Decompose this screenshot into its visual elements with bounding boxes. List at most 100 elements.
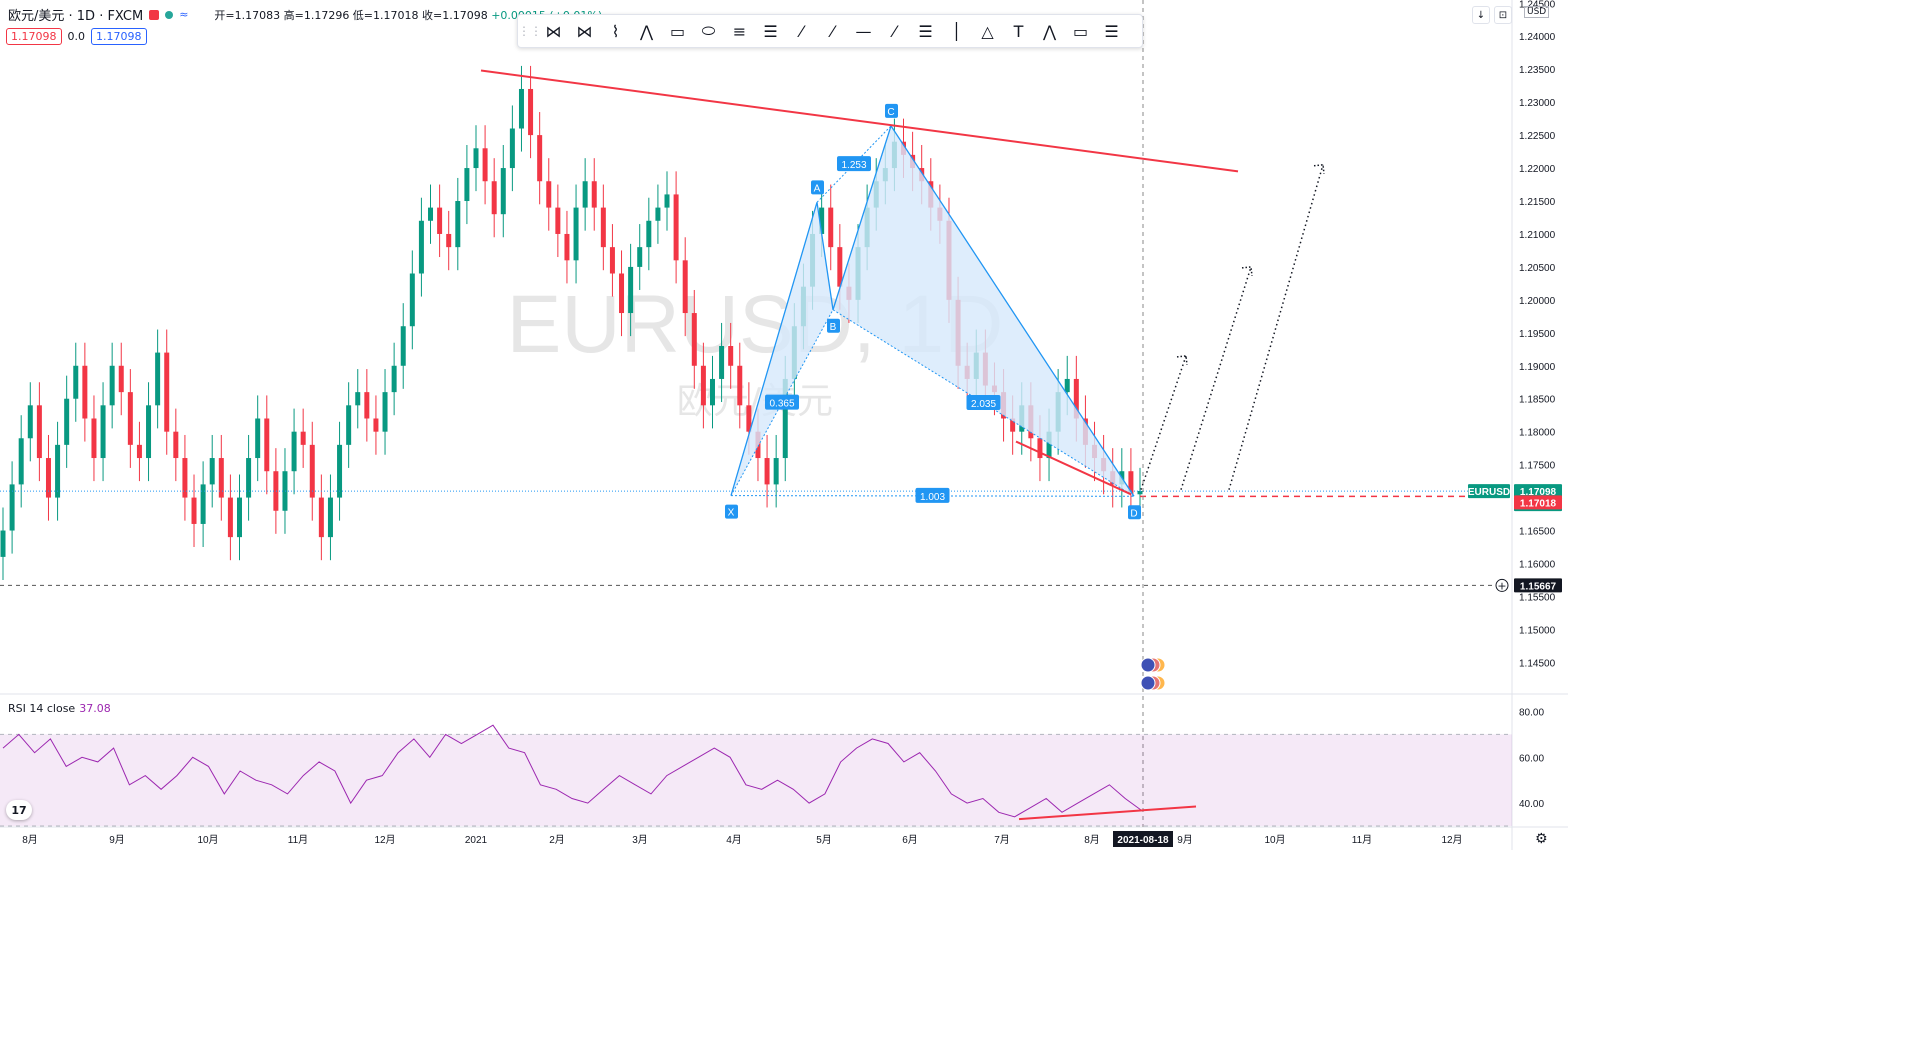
candle-body [273,471,279,511]
candle-body [364,392,370,419]
callout-icon[interactable]: ▭ [1072,21,1089,41]
drawing-toolbar: ⋮⋮ ⋈ ⋈ ⌇ ⋀ ▭ ⬭ ≡ ☰ ⁄ ⁄ — ⁄ ☰ │ △ T ⋀ ▭ ☰ [517,14,1143,48]
candle-body [428,207,434,221]
plus-icon: + [1497,579,1506,592]
y-tick-label: 1.22500 [1519,131,1556,142]
x-tick-label: 10月 [197,834,218,846]
candle-body [355,392,361,406]
candle-body [118,365,124,393]
triangle-icon[interactable]: △ [981,21,994,41]
gear-icon[interactable]: ⚙ [1535,831,1548,847]
rectangle-icon[interactable]: ▭ [669,21,686,41]
abcd-pattern-icon[interactable]: ⋀ [639,21,654,41]
point-badge [885,103,898,118]
x-tick-label: 4月 [726,834,742,846]
y-tick-label: 1.14500 [1519,658,1556,669]
chart-header: 欧元/美元 · 1D · FXCM ≈ 开=1.17083 高=1.17296 … [8,5,602,24]
candle-body [300,431,306,445]
candle-body [1010,418,1016,432]
rsi-line [2,724,1142,818]
candle-body [564,233,570,261]
x-tick-label: 5月 [816,834,832,846]
ratio-badge [915,487,950,503]
candle-body [555,207,561,234]
symbol-tag: EURUSD [1468,487,1510,498]
ellipse-icon[interactable]: ⬭ [701,21,716,40]
candle-body [127,392,133,445]
point-badge [1128,505,1141,520]
candle-body [55,444,61,498]
elliott-wave-icon[interactable]: ⋀ [1042,21,1057,41]
horizontal-line-icon[interactable]: — [855,21,872,41]
projection-arrowhead [1313,163,1325,174]
price-chart[interactable]: 1.24500 1.24000 1.23500 1.23000 1.22500 1.220… [0,0,1568,850]
ray-icon[interactable]: ⁄ [831,21,834,41]
ratio-badge [765,394,799,410]
candle-body [619,273,625,314]
x-tick-label: 11月 [288,834,308,846]
crosshair-price-tag-bg [1514,578,1562,593]
candle-body [309,444,315,498]
ask-price[interactable]: 1.17098 [91,28,147,45]
symbol-title[interactable]: 欧元/美元 · 1D · FXCM [8,9,144,24]
candle-body [255,418,261,459]
fib-channel-icon[interactable]: ☰ [918,21,933,41]
y-tick-label: 1.21500 [1519,197,1556,208]
xabcd-pattern-icon[interactable]: ⋈ [545,21,562,41]
cypher-pattern-icon[interactable]: ⋈ [576,21,593,41]
candle-body [709,378,715,406]
text-icon[interactable]: T [1013,21,1024,41]
spread: 0.0 [67,30,86,43]
candle-body [1073,378,1079,419]
head-shoulders-icon[interactable]: ⌇ [611,21,620,41]
tradingview-logo[interactable]: 17 [6,800,32,820]
drag-handle-icon[interactable]: ⋮⋮ [518,24,542,38]
compare-icon[interactable]: ≈ [179,8,189,21]
candle-body [691,313,697,366]
ohlc-values: 开=1.17083 高=1.17296 低=1.17018 收=1.17098 [214,8,488,22]
candle-body [546,181,552,208]
candle-body [164,352,170,432]
point-badge [811,180,824,195]
candle-body [382,392,388,432]
point-label: D [1130,508,1137,519]
candle-body [609,247,615,274]
ratio-label: 1.003 [920,492,945,503]
x-tick-label: 9月 [109,834,125,846]
projection-arrow [1180,266,1252,490]
low-price-tag: 1.17018 [1520,498,1557,509]
point-label: C [887,107,894,118]
x-tick-label: 10月 [1264,834,1285,846]
y-tick-label: 1.15500 [1519,592,1556,603]
projection-arrowhead [1241,266,1253,276]
crosshair-date-tag: 2021-08-18 [1117,835,1169,846]
menu-icon[interactable]: ☰ [1104,21,1119,41]
candle-body [27,405,33,439]
fullscreen-button[interactable]: ⊡ [1494,6,1512,24]
currency-selector[interactable]: USD [1524,6,1550,18]
flag-icon[interactable] [149,9,160,20]
rsi-legend[interactable]: RSI 14 close 37.08 [8,702,111,715]
candle-body [282,471,288,511]
bid-ask: 1.17098 0.0 1.17098 [6,28,147,45]
parallel-channel-icon[interactable]: ☰ [763,21,778,41]
bid-price[interactable]: 1.17098 [6,28,62,45]
projection-arrow [1228,164,1324,490]
candle-body [1037,438,1043,459]
x-tick-label: 6月 [902,834,918,846]
candle-body [318,497,324,538]
scroll-to-latest-button[interactable]: ↓ [1472,6,1490,24]
x-tick-label: 11月 [1352,834,1372,846]
arrow-icon[interactable]: ⁄ [893,21,896,41]
trend-line-icon[interactable]: ⁄ [800,21,803,41]
vertical-line-icon[interactable]: │ [951,21,962,41]
candle-body [9,484,15,531]
y-tick-label: 1.24500 [1519,0,1556,10]
candle-body [327,497,333,538]
point-badge [725,504,738,519]
symbol-tag-bg [1468,484,1510,499]
candle-body [73,365,79,399]
candle-body [109,365,115,406]
fib-retracement-icon[interactable]: ≡ [732,21,747,41]
economic-event-icon [1140,675,1156,691]
